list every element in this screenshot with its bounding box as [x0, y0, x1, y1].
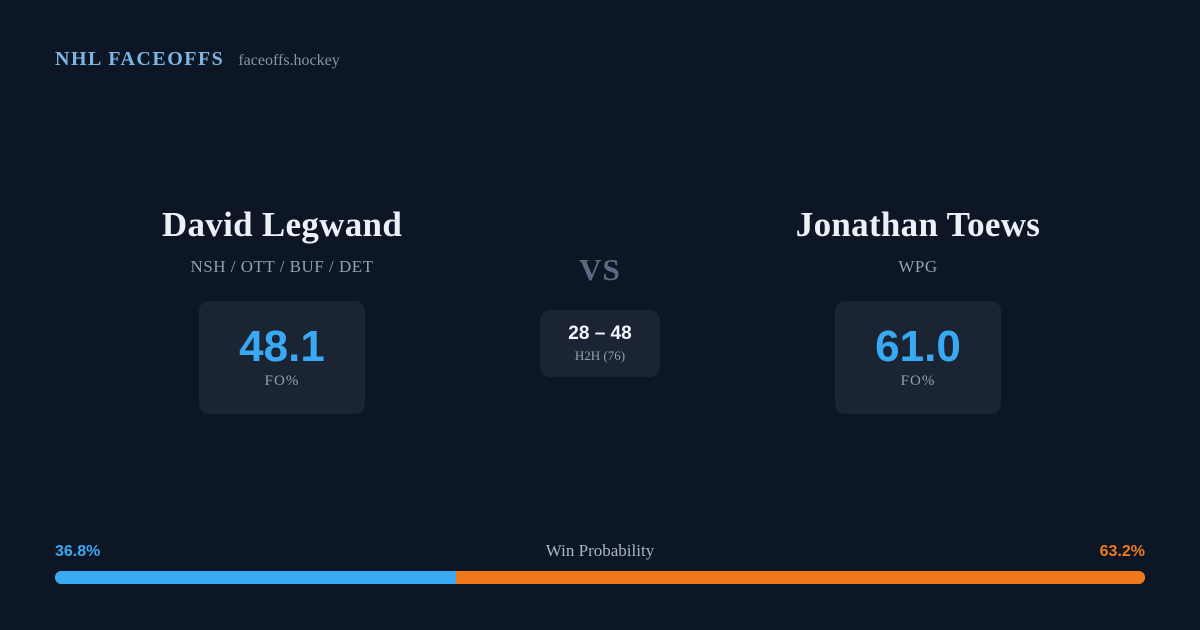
left-player-name: David Legwand [161, 205, 403, 244]
right-player-fo-value: 61.0 [875, 322, 961, 371]
win-probability-bar [55, 571, 1145, 584]
win-probability-section: 36.8% Win Probability 63.2% [55, 541, 1145, 584]
site-url: faceoffs.hockey [238, 52, 340, 69]
right-player-name: Jonathan Toews [795, 205, 1041, 244]
win-probability-labels: 36.8% Win Probability 63.2% [55, 541, 1145, 561]
win-prob-right-pct: 63.2% [1099, 543, 1145, 560]
h2h-label: H2H (76) [574, 348, 626, 363]
h2h-score: 28 – 48 [568, 323, 632, 344]
right-player-fo-label: FO% [900, 373, 936, 389]
right-player-section: Jonathan Toews WPG 61.0 FO% [723, 205, 1113, 414]
left-player-fo-label: FO% [264, 373, 300, 389]
vs-label: VS [579, 252, 621, 287]
right-player-teams: WPG [898, 257, 938, 276]
h2h-card: 28 – 48 H2H (76) [540, 310, 660, 377]
win-prob-title: Win Probability [545, 541, 655, 560]
left-player-fo-value: 48.1 [239, 322, 325, 371]
win-prob-left-pct: 36.8% [55, 543, 101, 560]
left-player-section: David Legwand NSH / OTT / BUF / DET 48.1… [87, 205, 477, 414]
win-prob-bar-right-segment [456, 571, 1145, 584]
right-player-stat-card: 61.0 FO% [835, 301, 1001, 414]
header: NHL FACEOFFS faceoffs.hockey [55, 48, 340, 71]
matchup-section: VS 28 – 48 H2H (76) [500, 252, 700, 377]
left-player-stat-card: 48.1 FO% [199, 301, 365, 414]
brand-title: NHL FACEOFFS [55, 48, 225, 70]
left-player-teams: NSH / OTT / BUF / DET [190, 257, 374, 276]
win-prob-bar-left-segment [55, 571, 457, 584]
